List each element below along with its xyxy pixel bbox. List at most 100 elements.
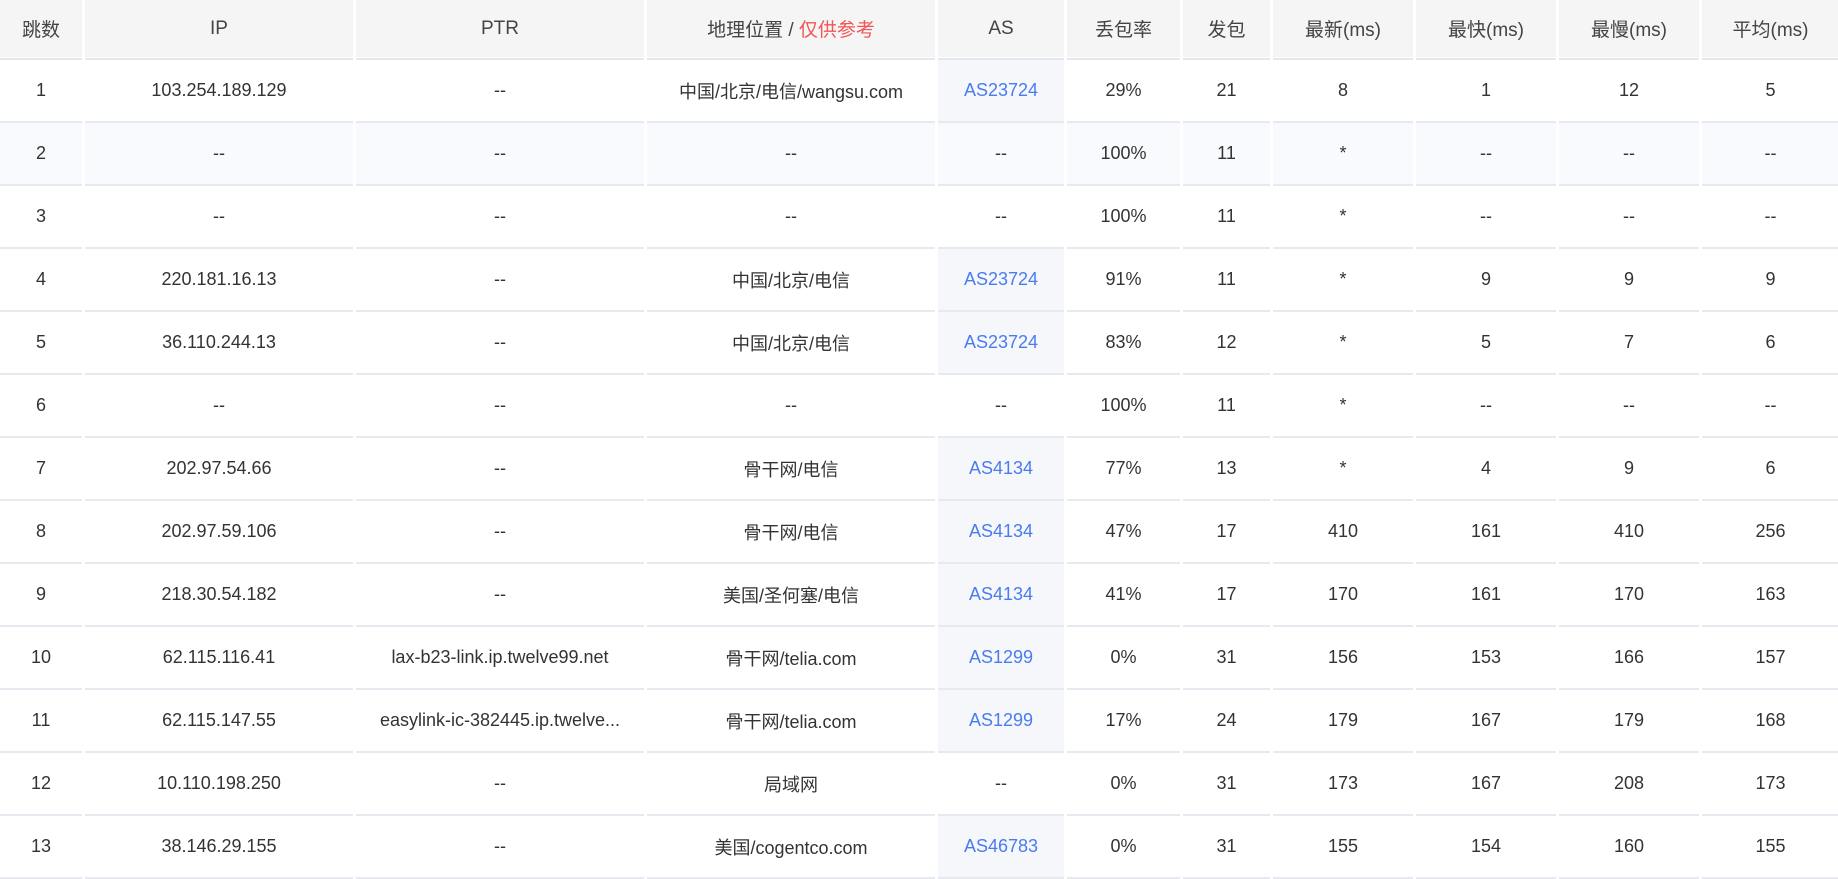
as-link[interactable]: AS4134 <box>968 521 1034 541</box>
cell-avg: 5 <box>1702 60 1838 123</box>
cell-as: AS4134 <box>938 564 1064 627</box>
as-link[interactable]: AS46783 <box>963 836 1039 856</box>
cell-hop: 4 <box>0 249 82 312</box>
cell-avg: 163 <box>1702 564 1838 627</box>
cell-geo: -- <box>647 186 935 249</box>
table-row: 1 103.254.189.129 -- 中国/北京/电信/wangsu.com… <box>0 60 1838 123</box>
cell-ptr: -- <box>356 753 644 816</box>
table-row: 6 -- -- -- -- 100% 11 * -- -- -- <box>0 375 1838 438</box>
cell-best: 5 <box>1416 312 1556 375</box>
cell-sent: 31 <box>1183 627 1270 690</box>
cell-best: -- <box>1416 123 1556 186</box>
cell-as: AS4134 <box>938 501 1064 564</box>
cell-worst: 166 <box>1559 627 1699 690</box>
cell-worst: 170 <box>1559 564 1699 627</box>
cell-worst: -- <box>1559 123 1699 186</box>
cell-best: 1 <box>1416 60 1556 123</box>
cell-last: 173 <box>1273 753 1413 816</box>
cell-worst: -- <box>1559 186 1699 249</box>
cell-geo: 骨干网/telia.com <box>647 627 935 690</box>
table-header-row: 跳数 IP PTR 地理位置 / 仅供参考 AS 丢包率 发包 最新(ms) 最… <box>0 0 1838 60</box>
as-link[interactable]: AS23724 <box>963 332 1039 352</box>
cell-ip: -- <box>85 186 353 249</box>
as-link[interactable]: AS4134 <box>968 458 1034 478</box>
cell-as: -- <box>938 186 1064 249</box>
cell-ip: 218.30.54.182 <box>85 564 353 627</box>
cell-sent: 12 <box>1183 312 1270 375</box>
as-link[interactable]: AS1299 <box>968 647 1034 667</box>
header-geo-label: 地理位置 / <box>707 20 799 41</box>
cell-ip: 202.97.54.66 <box>85 438 353 501</box>
as-link[interactable]: AS1299 <box>968 710 1034 730</box>
cell-loss: 83% <box>1067 312 1180 375</box>
cell-worst: 12 <box>1559 60 1699 123</box>
cell-loss: 41% <box>1067 564 1180 627</box>
cell-as: AS23724 <box>938 249 1064 312</box>
cell-avg: 6 <box>1702 312 1838 375</box>
cell-last: 179 <box>1273 690 1413 753</box>
cell-worst: -- <box>1559 375 1699 438</box>
cell-avg: -- <box>1702 123 1838 186</box>
cell-avg: 9 <box>1702 249 1838 312</box>
cell-geo: -- <box>647 375 935 438</box>
cell-last: 155 <box>1273 816 1413 879</box>
cell-avg: -- <box>1702 186 1838 249</box>
cell-loss: 100% <box>1067 123 1180 186</box>
cell-last: 8 <box>1273 60 1413 123</box>
cell-loss: 100% <box>1067 375 1180 438</box>
header-sent: 发包 <box>1183 0 1270 60</box>
cell-hop: 3 <box>0 186 82 249</box>
cell-sent: 31 <box>1183 753 1270 816</box>
as-link[interactable]: AS23724 <box>963 269 1039 289</box>
cell-hop: 11 <box>0 690 82 753</box>
cell-loss: 47% <box>1067 501 1180 564</box>
cell-ptr: -- <box>356 564 644 627</box>
cell-hop: 2 <box>0 123 82 186</box>
cell-best: -- <box>1416 186 1556 249</box>
cell-best: 153 <box>1416 627 1556 690</box>
cell-as: AS23724 <box>938 312 1064 375</box>
header-loss: 丢包率 <box>1067 0 1180 60</box>
cell-ptr: -- <box>356 438 644 501</box>
cell-loss: 77% <box>1067 438 1180 501</box>
cell-loss: 100% <box>1067 186 1180 249</box>
as-link[interactable]: AS4134 <box>968 584 1034 604</box>
cell-loss: 17% <box>1067 690 1180 753</box>
table-row: 13 38.146.29.155 -- 美国/cogentco.com AS46… <box>0 816 1838 879</box>
table-row: 4 220.181.16.13 -- 中国/北京/电信 AS23724 91% … <box>0 249 1838 312</box>
cell-ip: 62.115.147.55 <box>85 690 353 753</box>
cell-geo: 美国/cogentco.com <box>647 816 935 879</box>
cell-ptr: -- <box>356 501 644 564</box>
cell-hop: 12 <box>0 753 82 816</box>
cell-best: 167 <box>1416 753 1556 816</box>
cell-geo: 中国/北京/电信 <box>647 249 935 312</box>
cell-best: 167 <box>1416 690 1556 753</box>
as-link[interactable]: AS23724 <box>963 80 1039 100</box>
cell-best: 9 <box>1416 249 1556 312</box>
cell-ip: -- <box>85 375 353 438</box>
cell-ptr: -- <box>356 375 644 438</box>
cell-geo: 中国/北京/电信/wangsu.com <box>647 60 935 123</box>
cell-last: * <box>1273 312 1413 375</box>
cell-ip: 220.181.16.13 <box>85 249 353 312</box>
cell-geo: 中国/北京/电信 <box>647 312 935 375</box>
cell-as: AS46783 <box>938 816 1064 879</box>
cell-sent: 21 <box>1183 60 1270 123</box>
cell-as: AS23724 <box>938 60 1064 123</box>
cell-hop: 10 <box>0 627 82 690</box>
table-row: 7 202.97.54.66 -- 骨干网/电信 AS4134 77% 13 *… <box>0 438 1838 501</box>
header-worst: 最慢(ms) <box>1559 0 1699 60</box>
cell-worst: 9 <box>1559 438 1699 501</box>
cell-best: 4 <box>1416 438 1556 501</box>
cell-ip: 103.254.189.129 <box>85 60 353 123</box>
cell-best: -- <box>1416 375 1556 438</box>
cell-worst: 179 <box>1559 690 1699 753</box>
cell-sent: 24 <box>1183 690 1270 753</box>
cell-as: -- <box>938 123 1064 186</box>
header-best: 最快(ms) <box>1416 0 1556 60</box>
cell-as: -- <box>938 753 1064 816</box>
cell-loss: 0% <box>1067 753 1180 816</box>
cell-hop: 5 <box>0 312 82 375</box>
cell-last: * <box>1273 375 1413 438</box>
table-row: 3 -- -- -- -- 100% 11 * -- -- -- <box>0 186 1838 249</box>
